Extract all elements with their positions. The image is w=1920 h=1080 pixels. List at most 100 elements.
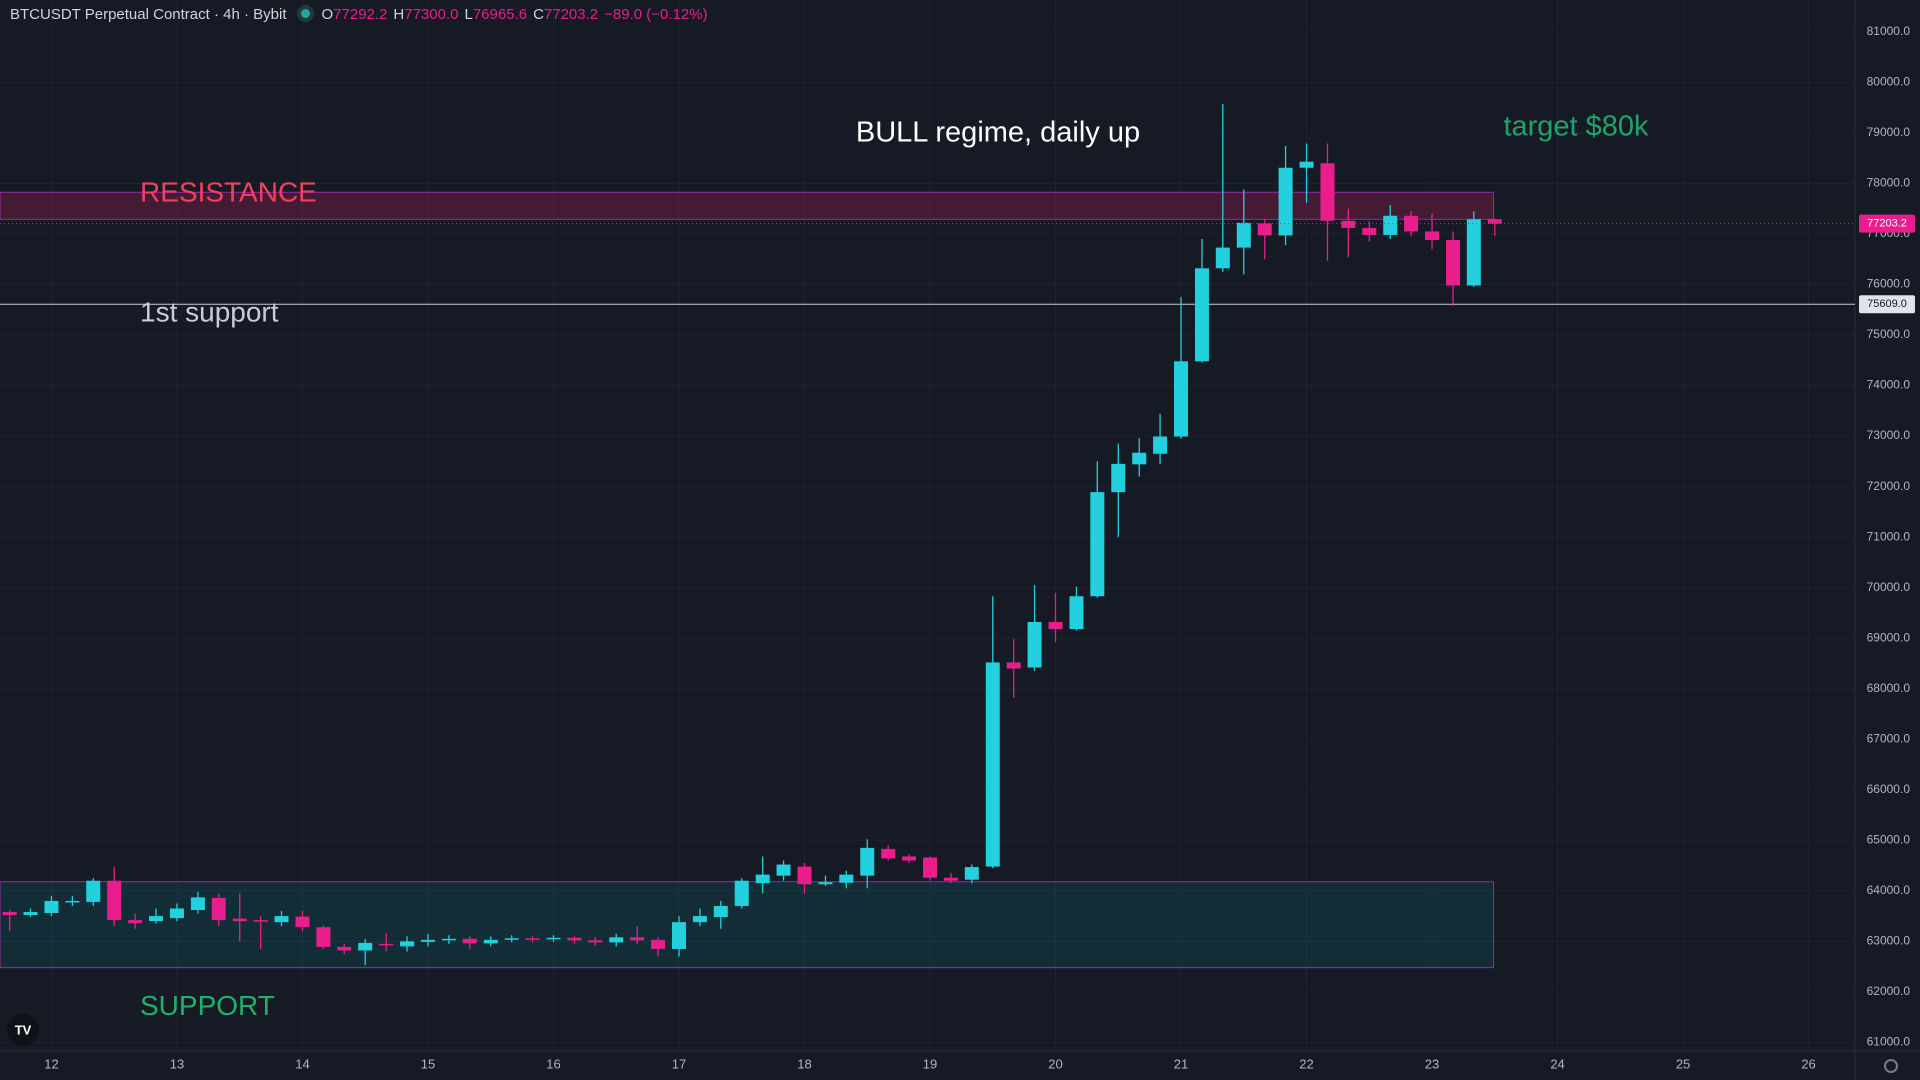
x-tick-label: 16	[546, 1056, 560, 1071]
last-price-label: 77203.2	[1867, 218, 1907, 230]
ohlc-value: 76965.6	[472, 6, 528, 23]
price-tag	[1859, 295, 1915, 314]
y-tick-label: 64000.0	[1867, 883, 1911, 897]
y-tick-label: 66000.0	[1867, 782, 1911, 796]
y-tick-label: 65000.0	[1867, 832, 1911, 846]
candle-body	[609, 937, 624, 943]
ohlc-key: H	[393, 6, 405, 23]
settings-gear[interactable]	[1884, 1059, 1898, 1073]
candle-body	[483, 939, 498, 944]
candle-body	[546, 937, 561, 940]
candle-body	[839, 874, 854, 883]
ohlc-value: 77300.0	[404, 6, 459, 23]
x-tick-label: 17	[672, 1056, 686, 1071]
candle-body	[169, 908, 184, 919]
candle-body	[1215, 247, 1230, 269]
candle-body	[797, 866, 812, 885]
y-tick-label: 67000.0	[1867, 731, 1911, 745]
zone-label: SUPPORT	[140, 990, 275, 1021]
y-tick-label: 76000.0	[1867, 277, 1911, 291]
price-tag-label: 75609.0	[1867, 298, 1907, 310]
x-tick-label: 14	[295, 1056, 309, 1071]
logo-text: TV	[15, 1022, 32, 1037]
y-tick-label: 78000.0	[1867, 176, 1911, 190]
x-tick-label: 12	[44, 1056, 58, 1071]
candle-body	[692, 916, 707, 923]
x-tick-label: 20	[1048, 1056, 1062, 1071]
x-tick-label: 22	[1299, 1056, 1313, 1071]
legend-header: BTCUSDT Perpetual Contract · 4h · Bybit O…	[10, 6, 714, 23]
x-tick-label: 15	[421, 1056, 435, 1071]
candle-body	[1341, 220, 1356, 228]
candle-body	[1487, 219, 1502, 224]
candle-body	[190, 897, 205, 911]
candle-body	[337, 946, 352, 951]
candle-body	[588, 940, 603, 943]
candle-body	[107, 880, 122, 921]
candle-body	[441, 938, 456, 941]
candle-body	[1362, 227, 1377, 235]
candle-body	[504, 938, 519, 940]
candle-body	[1153, 436, 1168, 454]
candle-body	[65, 900, 80, 903]
candle-body	[1111, 463, 1126, 493]
candle-body	[1278, 167, 1293, 236]
candle-body	[128, 920, 143, 924]
y-tick-label: 68000.0	[1867, 681, 1911, 695]
candle-body	[985, 662, 1000, 867]
line-label: 1st support	[140, 297, 279, 328]
x-tick-label: 19	[923, 1056, 937, 1071]
candle-body	[1257, 223, 1272, 236]
y-tick-label: 62000.0	[1867, 984, 1911, 998]
y-tick-label: 79000.0	[1867, 125, 1911, 139]
symbol-title: BTCUSDT Perpetual Contract · 4h · Bybit	[10, 6, 287, 23]
candle-body	[671, 922, 686, 949]
candle-body	[274, 916, 289, 923]
x-tick-label: 23	[1425, 1056, 1439, 1071]
candle-body	[149, 916, 164, 922]
candle-body	[1445, 240, 1460, 286]
candle-body	[1048, 622, 1063, 630]
candle-body	[651, 939, 666, 949]
status-dot	[300, 9, 310, 18]
candle-body	[776, 864, 791, 876]
ohlc-key: O	[321, 6, 334, 23]
ohlc-key: C	[533, 6, 544, 23]
last-price-tag	[1859, 214, 1915, 233]
candle-body	[1174, 361, 1189, 437]
zone-label: RESISTANCE	[140, 177, 317, 208]
tv-logo[interactable]: TV	[7, 1014, 39, 1046]
y-tick-label: 74000.0	[1867, 378, 1911, 392]
candle-body	[630, 937, 645, 941]
candle-body	[1299, 161, 1314, 168]
candle-body	[2, 912, 17, 916]
ohlc-value: 77203.2	[543, 6, 599, 23]
candle-body	[755, 874, 770, 884]
x-tick-label: 25	[1676, 1056, 1690, 1071]
x-tick-label: 18	[797, 1056, 811, 1071]
candle-body	[943, 877, 958, 881]
ohlc-value: 77292.2	[333, 6, 388, 23]
candle-body	[232, 918, 247, 922]
candle-body	[713, 905, 728, 918]
candle-body	[923, 857, 938, 878]
change: −89.0 (−0.12%)	[604, 6, 708, 23]
x-tick-label: 21	[1174, 1056, 1188, 1071]
y-tick-label: 71000.0	[1867, 529, 1911, 543]
zone	[0, 191, 1495, 220]
candle-body	[400, 941, 415, 947]
candle-body	[734, 880, 749, 906]
ohlc-key: L	[464, 6, 473, 23]
candle-body	[86, 880, 101, 902]
x-tick-label: 24	[1550, 1056, 1564, 1071]
candle-body	[1320, 163, 1335, 221]
candle-body	[1404, 215, 1419, 232]
candle-body	[1006, 662, 1021, 669]
y-tick-label: 70000.0	[1867, 580, 1911, 594]
candle-body	[860, 847, 875, 876]
annotation: BULL regime, daily up	[856, 117, 1140, 149]
y-tick-label: 75000.0	[1867, 327, 1911, 341]
candle-body	[525, 938, 540, 940]
